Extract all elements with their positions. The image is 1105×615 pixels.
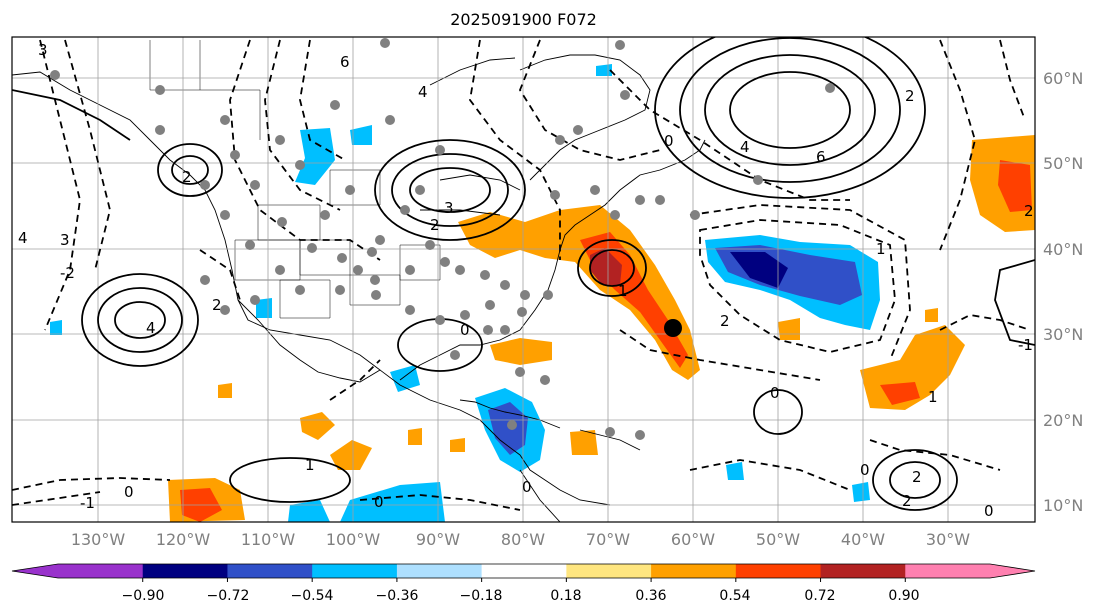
- contour-label: 6: [816, 148, 826, 166]
- storm-center-marker: [664, 319, 682, 337]
- contour-label: 2: [902, 492, 912, 510]
- lat-label: 50°N: [1043, 154, 1083, 173]
- lon-label: 120°W: [156, 530, 211, 549]
- colorbar-extend-high: [990, 564, 1035, 578]
- colorbar-tick-label: −0.90: [122, 588, 165, 604]
- colorbar-tick-label: −0.18: [460, 588, 503, 604]
- contour-label: 3: [60, 231, 70, 249]
- lon-label: 70°W: [586, 530, 630, 549]
- colorbar-segment: [651, 564, 737, 578]
- lon-label: 80°W: [501, 530, 545, 549]
- colorbar-extend-low: [12, 564, 58, 578]
- colorbar-tick-label: 0.54: [719, 588, 750, 604]
- colorbar-segment: [566, 564, 652, 578]
- contour-label: 2: [182, 168, 192, 186]
- contour-label: 0: [460, 321, 470, 339]
- contour-label: 0: [374, 493, 384, 511]
- colorbar-tick-label: −0.36: [376, 588, 419, 604]
- lat-label: 20°N: [1043, 411, 1083, 430]
- colorbar-segment: [312, 564, 398, 578]
- colorbar-segment: [142, 564, 228, 578]
- contour-label: 1: [876, 240, 886, 258]
- colorbar-tick-label: 0.72: [804, 588, 835, 604]
- contour-label: -1: [1018, 336, 1033, 354]
- colorbar-outline: [11, 563, 1036, 579]
- contour-label: 0: [984, 502, 994, 520]
- lat-label: 60°N: [1043, 69, 1083, 88]
- lon-label: 100°W: [326, 530, 381, 549]
- colorbar-tick-label: 0.36: [635, 588, 666, 604]
- colorbar-tick-labels: −0.90 −0.72 −0.54 −0.36 −0.18 0.18 0.36 …: [122, 588, 920, 604]
- contour-label: 4: [418, 83, 428, 101]
- contour-label: 2: [905, 87, 915, 105]
- graticule: [12, 37, 1035, 522]
- colorbar-segment: [58, 564, 144, 578]
- lon-label: 40°W: [841, 530, 885, 549]
- colorbar-segment: [820, 564, 906, 578]
- contour-label: 2: [212, 296, 222, 314]
- lon-label: 30°W: [926, 530, 970, 549]
- dashed-contours: [12, 39, 1031, 511]
- lat-label: 40°N: [1043, 240, 1083, 259]
- colorbar-tick-label: 0.18: [550, 588, 581, 604]
- colorbar-segment: [396, 564, 483, 578]
- contour-label: 0: [522, 478, 532, 496]
- colorbar-segment: [905, 564, 991, 578]
- latitude-labels: 60°N 50°N 40°N 30°N 20°N 10°N: [1043, 69, 1083, 515]
- longitude-labels: 130°W 120°W 110°W 100°W 90°W 80°W 70°W 6…: [71, 530, 970, 549]
- station-dots: [50, 38, 835, 440]
- contour-label: 4: [18, 229, 28, 247]
- contour-label: 1: [928, 388, 938, 406]
- lon-label: 130°W: [71, 530, 126, 549]
- colorbar-tick-label: −0.54: [291, 588, 334, 604]
- map-title: 2025091900 F072: [450, 10, 597, 29]
- lon-label: 90°W: [416, 530, 460, 549]
- contour-label: 2: [430, 216, 440, 234]
- contour-label: 3: [444, 199, 454, 217]
- contour-label: 2: [720, 312, 730, 330]
- contour-label: 4: [146, 319, 156, 337]
- contour-label: 0: [860, 461, 870, 479]
- contour-label: 3: [38, 41, 48, 59]
- contour-label: -1: [80, 494, 95, 512]
- contour-label: 0: [770, 384, 780, 402]
- solid-contours: [12, 37, 1035, 511]
- colorbar-segment: [735, 564, 822, 578]
- contour-label: 6: [340, 53, 350, 71]
- contour-label: 1: [305, 456, 315, 474]
- colorbar-segment: [481, 564, 567, 578]
- lon-label: 50°W: [756, 530, 800, 549]
- colorbar-tick-label: −0.72: [207, 588, 250, 604]
- contour-label: 1: [618, 282, 628, 300]
- colorbar-tick-label: 0.90: [888, 588, 919, 604]
- contour-label: 0: [664, 132, 674, 150]
- lat-label: 10°N: [1043, 496, 1083, 515]
- lon-label: 60°W: [671, 530, 715, 549]
- contour-label: 4: [740, 138, 750, 156]
- state-borders: [149, 40, 441, 319]
- lon-label: 110°W: [241, 530, 296, 549]
- contour-label: 2: [912, 468, 922, 486]
- contour-label: -2: [60, 264, 75, 282]
- map-frame: [11, 36, 1036, 523]
- contour-label: 0: [124, 483, 134, 501]
- forecast-map: 3 2 6 4 3 4 1 6 2 0 1 4 -2 -1 -1 0 0 0 0…: [11, 36, 1083, 549]
- contour-label: 2: [1024, 202, 1034, 220]
- colorbar-segment: [227, 564, 313, 578]
- lat-label: 30°N: [1043, 325, 1083, 344]
- contour-labels: 3 2 6 4 3 4 1 6 2 0 1 4 -2 -1 -1 0 0 0 0…: [18, 41, 1034, 520]
